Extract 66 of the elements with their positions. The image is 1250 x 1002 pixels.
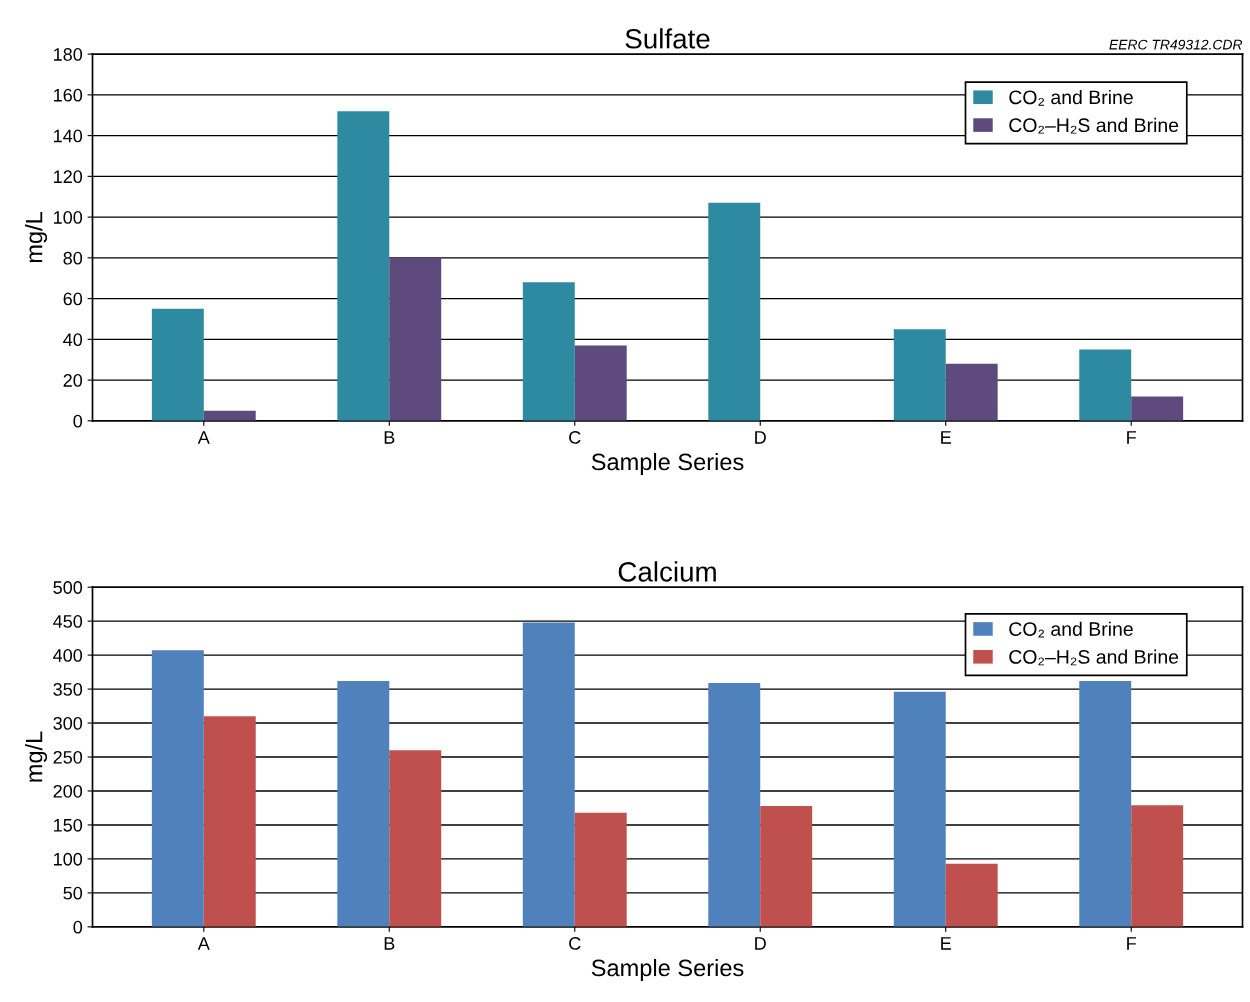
x-tick-label: F <box>1127 937 1136 950</box>
x-tick-label: B <box>384 937 395 950</box>
y-tick-label: 0 <box>73 920 83 934</box>
bar <box>1131 805 1184 927</box>
bar <box>708 682 761 927</box>
y-tick-label: 80 <box>63 251 83 265</box>
y-tick-label: 0 <box>73 414 83 428</box>
y-tick-label: 50 <box>63 886 83 900</box>
y-tick-label: 160 <box>54 88 83 102</box>
bar <box>337 680 390 927</box>
bar <box>389 750 442 927</box>
y-tick-label: 20 <box>63 374 83 387</box>
chart-title: Sulfate <box>625 28 710 49</box>
x-tick-label: D <box>755 937 766 950</box>
x-tick-label: E <box>941 431 951 444</box>
x-tick-label: A <box>197 937 210 950</box>
y-tick-label: 450 <box>53 615 83 628</box>
text: EERC TR49312.CDR <box>1109 39 1243 50</box>
y-tick-label: 100 <box>54 211 83 224</box>
bar <box>1131 396 1184 421</box>
y-axis-title: mg/L <box>25 212 48 263</box>
x-tick-label: D <box>755 431 766 444</box>
bar <box>1079 680 1132 927</box>
chart-title: Calcium <box>618 561 716 582</box>
bar <box>574 812 627 927</box>
x-tick-label: A <box>197 431 210 444</box>
bar <box>708 202 761 421</box>
bar <box>893 691 946 927</box>
bar <box>522 282 575 421</box>
bar <box>945 363 998 421</box>
bar <box>760 805 813 927</box>
y-tick-label: 500 <box>53 581 83 594</box>
bar <box>522 622 575 927</box>
bar <box>151 308 204 421</box>
legend-label: CO₂–H₂S and Brine <box>1009 649 1179 666</box>
bar <box>389 257 442 421</box>
y-tick-label: 350 <box>53 683 83 696</box>
x-tick-label: C <box>569 431 581 444</box>
y-tick-label: 200 <box>53 784 83 798</box>
legend-label: CO₂ and Brine <box>1009 89 1133 106</box>
y-tick-label: 150 <box>54 818 83 832</box>
x-tick-label: F <box>1127 431 1136 444</box>
y-tick-label: 300 <box>53 716 83 730</box>
y-tick-label: 400 <box>53 649 83 662</box>
legend-label: CO₂ and Brine <box>1009 621 1133 638</box>
bar <box>1079 349 1132 421</box>
bar <box>893 329 946 421</box>
y-tick-label: 140 <box>54 129 83 143</box>
bar <box>945 863 998 927</box>
x-axis-title: Sample Series <box>591 452 744 475</box>
bar <box>337 111 390 421</box>
y-tick-label: 120 <box>54 170 83 184</box>
x-tick-label: B <box>384 431 395 444</box>
y-tick-label: 40 <box>63 333 83 347</box>
x-axis-title: Sample Series <box>591 958 744 981</box>
y-tick-label: 180 <box>54 48 83 61</box>
bar <box>151 650 204 927</box>
x-tick-label: C <box>569 937 581 950</box>
x-tick-label: E <box>941 937 951 950</box>
bar <box>574 345 627 421</box>
y-tick-label: 100 <box>54 852 83 866</box>
y-tick-label: 250 <box>53 750 83 764</box>
y-tick-label: 60 <box>63 292 83 306</box>
y-axis-title: mg/L <box>25 731 48 782</box>
legend-label: CO₂–H₂S and Brine <box>1009 117 1179 134</box>
bar <box>203 716 256 927</box>
